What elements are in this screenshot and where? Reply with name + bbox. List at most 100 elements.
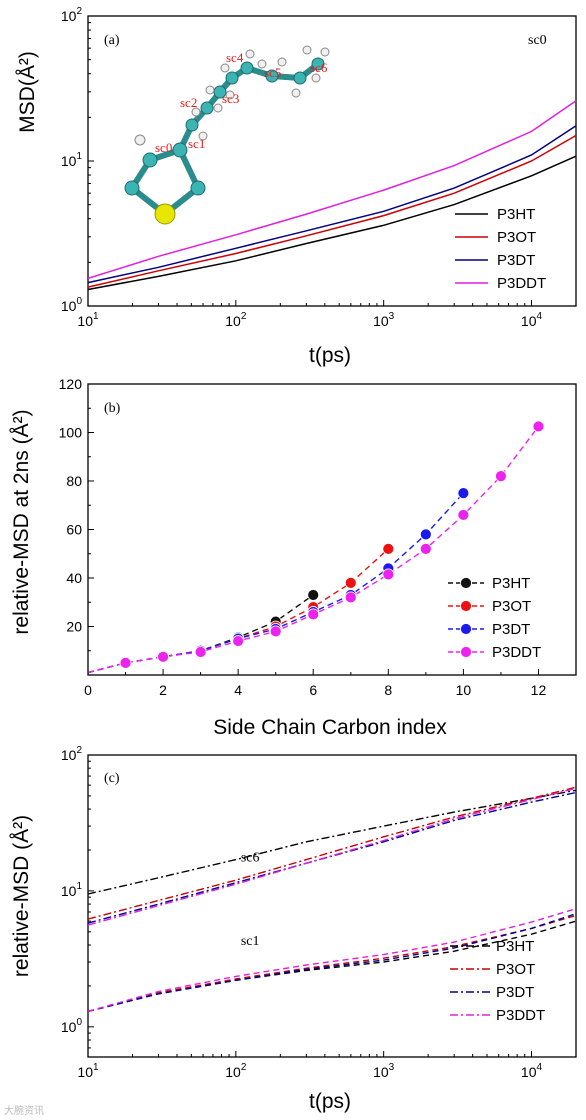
y-tick-label-c: 100 (61, 1017, 83, 1035)
series-line-sc1-p3ot (87, 914, 577, 1013)
legend-label-p3ddt: P3DDT (497, 275, 546, 292)
x-axis-label-b: Side Chain Carbon index (213, 716, 447, 739)
series-line-p3ot (87, 548, 389, 674)
panel-label-b: (b) (104, 401, 121, 416)
molecule-bonds (129, 61, 321, 217)
panel-b: 0 2 4 6 8 10 12 20 40 60 80 100 120 (b) P3HT P3OT P3DT… (10, 376, 577, 739)
legend-label-p3ht: P3HT (497, 206, 535, 223)
point-p3ddt (157, 650, 169, 663)
x-tick-label-c: 104 (521, 1062, 543, 1080)
y-tick-label-b: 40 (66, 570, 82, 586)
x-tick-label-a: 103 (373, 311, 395, 329)
x-tick-label-b: 6 (309, 682, 317, 698)
series-line-p3dt (87, 492, 464, 674)
molecule-hydrogen-atoms (134, 45, 330, 146)
molecule-carbon-atoms (124, 57, 325, 196)
x-tick-label-b: 10 (456, 682, 472, 698)
legend-marker-p3ot (460, 600, 472, 612)
x-tick-label-b: 4 (234, 682, 242, 698)
y-tick-label-c: 102 (61, 745, 83, 763)
legend-marker-p3ht (460, 577, 472, 589)
series-line-sc6-p3ddt (87, 787, 577, 926)
point-p3ot (382, 543, 395, 555)
plot-frame-c (87, 754, 577, 1058)
point-p3ddt (232, 635, 245, 647)
x-tick-label-c: 101 (77, 1062, 99, 1080)
y-tick-label-a: 102 (61, 6, 83, 24)
series-line-p3ddt (87, 425, 540, 674)
legend-label-p3ht: P3HT (492, 575, 530, 592)
legend-label-p3ot: P3OT (497, 229, 536, 246)
point-p3ddt (194, 646, 207, 658)
x-tick-label-c: 103 (373, 1062, 395, 1080)
annotation-sc6: sc6 (241, 850, 260, 865)
sulfur-atom (154, 203, 176, 225)
legend-c: P3HT P3OT P3DT P3DDT (450, 938, 545, 1024)
y-tick-label-b: 60 (66, 522, 82, 538)
x-tick-label-a: 104 (521, 311, 543, 329)
y-axis-label-b: relative-MSD at 2ns (Å²) (10, 409, 33, 634)
watermark: 大腕资讯 (4, 1104, 44, 1117)
annotations-c: sc6 sc1 (241, 850, 260, 949)
y-tick-label-b: 80 (66, 473, 82, 489)
point-p3ddt (307, 608, 320, 621)
molecule-label-sc6: sc6 (310, 60, 328, 75)
molecule-illustration: sc0 sc1 sc2 sc3 sc4 sc5 sc6 (124, 45, 330, 225)
legend-label-p3dt: P3DT (496, 984, 534, 1001)
legend-label-p3ot: P3OT (496, 961, 535, 978)
series-layer-b (87, 420, 545, 674)
y-tick-label-b: 120 (59, 376, 83, 392)
point-p3ddt (419, 543, 432, 555)
x-tick-label-b: 8 (384, 682, 392, 698)
series-line-p3ot (87, 134, 577, 288)
series-line-sc1-p3ddt (87, 908, 577, 1013)
legend-label-p3ht: P3HT (496, 938, 534, 955)
series-line-p3dt (87, 125, 577, 284)
point-p3ddt (382, 568, 395, 581)
legend-marker-p3dt (460, 623, 472, 635)
series-line-p3ddt (87, 100, 577, 280)
y-tick-label-b: 20 (66, 619, 82, 635)
y-tick-label-a: 101 (61, 151, 83, 169)
point-p3ot (344, 576, 357, 589)
panel-label-a: (a) (104, 33, 120, 48)
point-p3ddt (119, 656, 132, 669)
panel-c: 101 102 103 104 100 101 102 (c) sc6 sc1 P3HT P3O… (10, 745, 577, 1113)
legend-b: P3HT P3OT P3DT P3DDT (448, 575, 541, 661)
y-axis-label-a: MSD(Å²) (16, 51, 39, 133)
x-tick-label-a: 102 (225, 311, 247, 329)
x-tick-label-b: 2 (159, 682, 167, 698)
annotation-sc0: sc0 (528, 33, 547, 48)
legend-label-p3ddt: P3DDT (496, 1007, 545, 1024)
series-layer-a (87, 100, 577, 291)
x-tick-label-b: 12 (531, 682, 547, 698)
axis-ticks-b: 0 2 4 6 8 10 12 20 40 60 80 100 120 (59, 376, 547, 698)
point-p3ddt (495, 470, 507, 483)
x-axis-label-c: t(ps) (309, 1090, 351, 1113)
series-line-sc6-p3ht (87, 789, 577, 895)
annotation-sc1: sc1 (241, 934, 260, 949)
point-p3ht (307, 589, 320, 601)
legend-label-p3ot: P3OT (492, 598, 531, 615)
point-p3ddt (532, 420, 545, 433)
series-layer-c (87, 786, 577, 1013)
panel-label-c: (c) (104, 771, 120, 786)
molecule-label-sc1: sc1 (188, 136, 205, 151)
molecule-label-sc0: sc0 (155, 140, 172, 155)
point-p3ddt (457, 509, 470, 521)
y-tick-label-c: 101 (61, 881, 83, 899)
molecule-label-sc2: sc2 (180, 95, 197, 110)
series-line-p3ht (87, 155, 577, 291)
point-p3dt (419, 528, 432, 541)
legend-a: P3HT P3OT P3DT P3DDT (455, 206, 546, 292)
molecule-label-sc5: sc5 (264, 65, 281, 80)
x-tick-label-b: 0 (84, 682, 92, 698)
series-line-sc1-p3dt (87, 913, 577, 1013)
x-tick-label-c: 102 (225, 1062, 247, 1080)
x-tick-label-a: 101 (77, 311, 99, 329)
axis-ticks-c: 101 102 103 104 100 101 102 (61, 745, 577, 1080)
series-line-sc6-p3ot (87, 786, 577, 920)
legend-label-p3ddt: P3DDT (492, 644, 541, 661)
